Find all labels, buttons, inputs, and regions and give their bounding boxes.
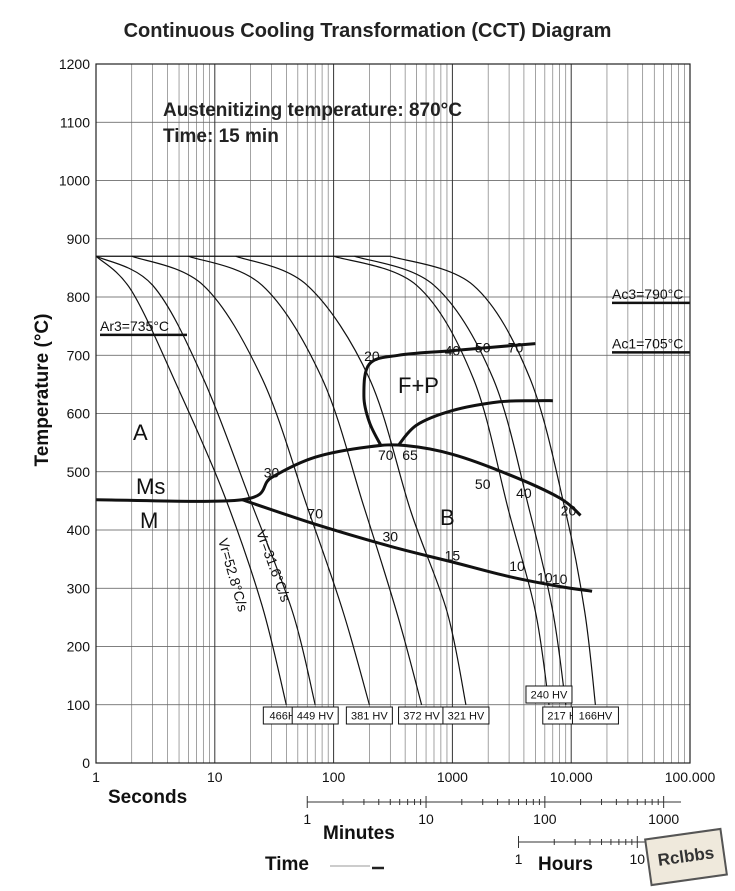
- hardness-box: [291, 706, 339, 725]
- curve-label: 15: [445, 547, 461, 563]
- minutes-tick-label: 1: [303, 811, 311, 827]
- seconds-label: Seconds: [108, 787, 187, 808]
- curve-label: 70: [307, 505, 323, 521]
- hours-tick-label: 1: [515, 851, 523, 867]
- region-austenite: A: [133, 420, 148, 445]
- curve-label: 10: [552, 571, 568, 587]
- region-martensite: M: [140, 508, 158, 533]
- boundary-ms: [95, 443, 582, 517]
- y-tick-label: 100: [67, 697, 91, 713]
- y-tick-label: 0: [82, 755, 90, 771]
- x-tick-label: 100.000: [665, 769, 716, 785]
- curve-label: 70: [378, 447, 394, 463]
- minutes-tick-label: 10: [418, 811, 434, 827]
- austenitizing-note: Austenitizing temperature: 870°C: [163, 100, 462, 121]
- axes: 0100200300400500600700800900100011001200…: [59, 56, 716, 867]
- hardness-box: [345, 706, 393, 725]
- transformation-boundaries: [95, 342, 593, 593]
- hardness-label: 449 HV: [297, 711, 334, 723]
- reference-lines: Ac3=790°C Ac1=705°C Ar3=735°C: [100, 286, 690, 354]
- curve-label: 20: [364, 348, 380, 364]
- x-tick-label: 10: [207, 769, 223, 785]
- time-note: Time: 15 min: [163, 126, 279, 147]
- cooling-rate-label-2: Vr=31.6°C/s: [253, 528, 294, 604]
- minutes-tick-label: 100: [533, 811, 557, 827]
- hardness-label: 321 HV: [448, 711, 485, 723]
- reference-line-label: Ac1=705°C: [612, 335, 683, 351]
- y-tick-label: 800: [67, 289, 91, 305]
- curve-label: 40: [516, 485, 532, 501]
- cooling-curve: [95, 255, 287, 705]
- hardness-label: 166HV: [579, 711, 613, 723]
- hardness-box: [571, 706, 619, 725]
- cooling-curve: [333, 255, 550, 705]
- cooling-rate-label-1: Vr=52.8°C/s: [215, 536, 251, 613]
- boundary-m: [241, 498, 593, 593]
- hours-label: Hours: [538, 854, 593, 875]
- cooling-curve: [188, 255, 423, 705]
- cooling-curve: [235, 255, 467, 705]
- region-bainite: B: [440, 505, 455, 530]
- x-tick-label: 100: [322, 769, 346, 785]
- minutes-tick-label: 1000: [648, 811, 679, 827]
- y-tick-label: 600: [67, 406, 91, 422]
- minutes-label: Minutes: [323, 823, 395, 844]
- cooling-curve: [390, 255, 596, 705]
- y-tick-label: 1000: [59, 173, 90, 189]
- grid: [95, 63, 691, 764]
- hours-tick-label: 10: [629, 851, 645, 867]
- cooling-curves: [95, 255, 596, 705]
- curve-label: 50: [475, 339, 491, 355]
- reference-line-label: Ar3=735°C: [100, 318, 169, 334]
- page-title: Continuous Cooling Transformation (CCT) …: [123, 20, 612, 42]
- hardness-label: 372 HV: [403, 711, 440, 723]
- region-ms: Ms: [136, 474, 165, 499]
- curve-label: 70: [508, 339, 524, 355]
- cooling-curve: [131, 255, 370, 705]
- curve-label: 50: [475, 476, 491, 492]
- y-tick-label: 200: [67, 639, 91, 655]
- y-tick-label: 900: [67, 231, 91, 247]
- region-ferrite-pearlite: F+P: [398, 373, 439, 398]
- time-label: Time: [265, 854, 309, 875]
- curve-label: 10: [509, 558, 525, 574]
- boundary-f-p-start: [362, 342, 536, 447]
- hardness-label: 381 HV: [351, 711, 388, 723]
- curve-label: 10: [537, 569, 553, 585]
- y-tick-label: 500: [67, 464, 91, 480]
- x-tick-label: 1000: [437, 769, 468, 785]
- curve-label: 65: [402, 447, 418, 463]
- y-tick-label: 300: [67, 580, 91, 596]
- boundary-f-p-end: [397, 399, 553, 447]
- cooling-curve: [354, 255, 567, 705]
- cooling-curve: [95, 255, 316, 705]
- curve-label: 30: [382, 529, 398, 545]
- curve-label: 40: [445, 342, 461, 358]
- reference-line-label: Ac3=790°C: [612, 286, 683, 302]
- hardness-label: 240 HV: [531, 690, 568, 702]
- curve-label: 30: [264, 465, 280, 481]
- hardness-box: [442, 706, 490, 725]
- x-tick-label: 1: [92, 769, 100, 785]
- y-axis-label: Temperature (°C): [32, 314, 53, 467]
- y-tick-label: 700: [67, 347, 91, 363]
- y-tick-label: 1200: [59, 56, 90, 72]
- y-tick-label: 400: [67, 522, 91, 538]
- plot-frame: [95, 63, 691, 764]
- curve-label: 20: [561, 502, 577, 518]
- x-tick-label: 10.000: [550, 769, 593, 785]
- hardness-box: [525, 685, 573, 704]
- y-tick-label: 1100: [60, 114, 90, 130]
